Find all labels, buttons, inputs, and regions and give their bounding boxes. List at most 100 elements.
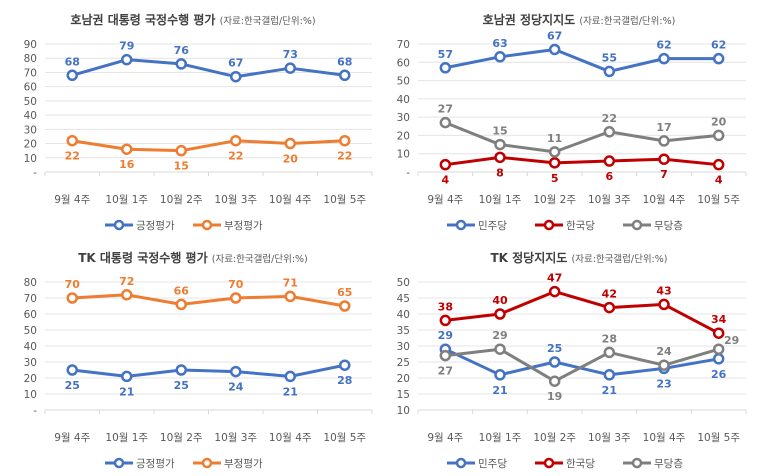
data-point: [712, 158, 725, 171]
y-tick-label: 20: [24, 373, 37, 385]
data-point: [712, 327, 725, 339]
x-tick-label: 10월 1주: [479, 432, 522, 444]
y-tick-label: 50: [397, 76, 410, 88]
data-point: [494, 369, 506, 381]
data-point: [658, 153, 670, 165]
data-point: [712, 353, 725, 365]
data-point: [548, 375, 561, 387]
series-line-부정평가: [72, 293, 346, 308]
legend-item: 한국당: [535, 457, 595, 470]
x-tick-label: 10월 2주: [160, 194, 203, 206]
series-line-민주당: [445, 47, 719, 73]
legend-marker: [455, 219, 467, 231]
data-point: [230, 292, 242, 304]
data-label: 76: [174, 44, 190, 57]
x-tick-label: 10월 1주: [105, 194, 148, 206]
x-tick-label: 9월 4주: [54, 432, 90, 444]
data-label: 47: [547, 272, 562, 285]
series-line-한국당: [445, 155, 719, 167]
y-tick-label: 10: [397, 149, 410, 161]
data-label: 20: [283, 153, 299, 166]
data-point: [712, 52, 725, 65]
y-tick-label: 90: [24, 39, 37, 51]
data-label: 24: [656, 345, 672, 358]
data-point: [339, 300, 351, 312]
data-point: [230, 365, 242, 378]
y-tick-label: 40: [24, 110, 37, 122]
data-point: [284, 137, 296, 150]
data-point: [439, 116, 452, 129]
data-label: 17: [656, 121, 671, 134]
data-label: 65: [337, 286, 352, 299]
legend-marker: [455, 457, 467, 469]
y-tick-label: 30: [24, 357, 37, 369]
y-tick-label: 70: [397, 39, 410, 51]
y-tick-label: 80: [24, 277, 37, 289]
data-label: 22: [65, 150, 80, 163]
data-label: 34: [711, 313, 727, 326]
y-tick-label: 10: [24, 389, 37, 401]
data-label: 71: [283, 276, 298, 289]
data-label: 29: [438, 329, 453, 342]
data-point: [494, 308, 506, 320]
legend-marker: [631, 219, 643, 231]
data-label: 15: [174, 160, 189, 173]
x-tick-label: 10월 4주: [643, 432, 686, 444]
data-point: [66, 292, 78, 304]
data-label: 6: [606, 170, 614, 183]
legend-label: 긍정평가: [136, 458, 175, 470]
data-label: 27: [438, 365, 453, 378]
y-tick-label: 70: [24, 67, 37, 79]
chart-title: 호남권 정당지지도 (자료:한국갤럽/단위:%): [483, 12, 676, 27]
data-point: [494, 51, 506, 63]
x-tick-label: 10월 1주: [479, 194, 522, 206]
data-label: 20: [711, 115, 727, 128]
data-point: [548, 285, 561, 298]
data-label: 29: [724, 334, 739, 347]
title-text: 호남권 대통령 국정수행 평가: [70, 12, 219, 27]
data-label: 21: [119, 385, 134, 398]
data-point: [284, 62, 296, 74]
data-point: [603, 126, 616, 138]
legend-item: 한국당: [535, 219, 595, 232]
x-tick-label: 10월 4주: [269, 432, 312, 444]
data-point: [658, 359, 670, 371]
data-point: [66, 69, 78, 82]
data-label: 55: [602, 51, 617, 64]
legend-marker: [543, 219, 555, 231]
data-point: [121, 370, 133, 383]
x-tick-label: 10월 3주: [214, 432, 257, 444]
data-point: [548, 157, 561, 169]
data-point: [712, 343, 725, 355]
y-tick-label: 40: [397, 94, 410, 106]
data-label: 15: [492, 125, 507, 138]
data-label: 19: [547, 390, 562, 403]
data-point: [712, 129, 725, 142]
data-label: 63: [492, 37, 507, 50]
data-point: [175, 144, 187, 157]
data-point: [230, 70, 242, 83]
series-line-부정평가: [72, 139, 345, 153]
data-point: [175, 298, 187, 311]
data-label: 22: [337, 150, 352, 163]
legend-marker: [201, 219, 213, 231]
y-tick-label: 40: [24, 341, 37, 353]
data-label: 5: [551, 172, 559, 185]
x-tick-label: 10월 4주: [643, 194, 686, 206]
y-tick-label: 20: [24, 139, 37, 151]
y-tick-label: 60: [397, 57, 410, 69]
subtitle-text: (자료:한국갤럽/단위:%): [220, 15, 316, 27]
data-point: [66, 364, 78, 376]
y-tick-label: 10: [397, 405, 410, 417]
data-label: 70: [65, 278, 81, 291]
x-tick-label: 10월 3주: [588, 432, 631, 444]
data-point: [548, 356, 561, 368]
y-tick-label: 45: [397, 293, 410, 305]
x-tick-label: 10월 4주: [269, 194, 312, 206]
data-point: [284, 370, 296, 383]
data-label: 21: [492, 384, 507, 397]
y-tick-label: 20: [397, 373, 410, 385]
legend-label: 무당층: [654, 220, 683, 232]
data-label: 28: [337, 374, 352, 387]
x-tick-label: 10월 3주: [588, 194, 631, 206]
